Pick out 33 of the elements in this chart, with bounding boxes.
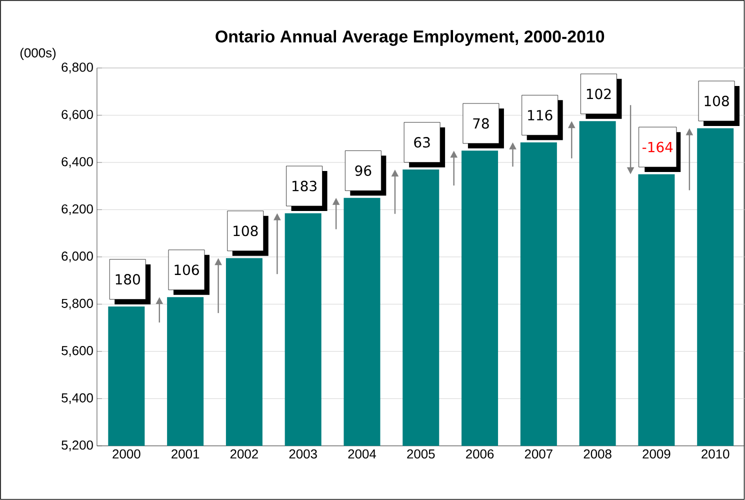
annotation: 96 — [355, 165, 372, 176]
y-tick-label: 6,800 — [62, 62, 93, 74]
annotation: -164 — [642, 142, 673, 152]
y-tick-label: 6,400 — [62, 157, 93, 168]
y-tick-label: 6,000 — [62, 252, 93, 262]
annotation: 106 — [174, 264, 199, 276]
x-tick-label: 2008 — [584, 449, 612, 459]
annotation: 108 — [234, 226, 258, 236]
y-tick-label: 5,800 — [62, 298, 93, 310]
y-axis-title: (000s) — [20, 48, 56, 60]
y-tick-label: 6,200 — [62, 204, 93, 216]
y-tick-label: 5,400 — [62, 393, 93, 404]
annotation: 63 — [414, 137, 430, 148]
annotation: 102 — [586, 88, 611, 100]
x-tick-label: 2006 — [466, 449, 494, 459]
annotation: 183 — [292, 180, 316, 192]
annotation: 116 — [528, 110, 552, 121]
x-tick-label: 2009 — [642, 449, 670, 459]
x-tick-label: 2003 — [289, 449, 317, 459]
x-tick-label: 2002 — [230, 449, 258, 459]
x-tick-label: 2007 — [524, 449, 552, 459]
chart-title: Ontario Annual Average Employment, 2000-2010 — [216, 30, 604, 46]
x-tick-label: 2001 — [172, 449, 200, 459]
x-tick-label: 2005 — [407, 449, 435, 459]
y-tick-label: 5,600 — [62, 346, 93, 357]
x-tick-label: 2000 — [112, 449, 140, 459]
x-tick-label: 2004 — [348, 449, 376, 459]
annotation: 180 — [116, 274, 140, 285]
x-tick-label: 2010 — [702, 449, 730, 459]
annotation: 108 — [704, 96, 729, 106]
y-tick-label: 6,600 — [62, 110, 93, 121]
annotation: 78 — [473, 118, 489, 129]
y-tick-label: 5,200 — [62, 440, 93, 452]
